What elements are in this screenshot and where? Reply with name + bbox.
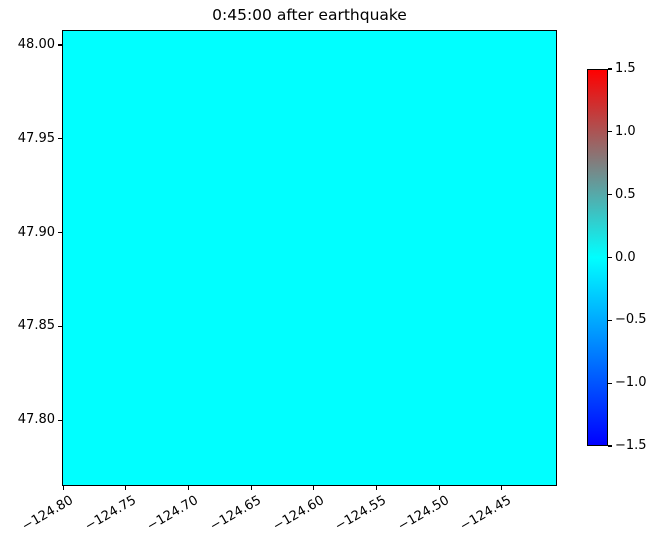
colorbar-tick-label: 1.5 xyxy=(615,61,636,76)
y-tick-label: 47.85 xyxy=(17,318,55,334)
colorbar-tick-label: 1.0 xyxy=(615,123,636,139)
y-tick-label: 47.95 xyxy=(17,130,55,146)
y-tick-label: 47.80 xyxy=(17,412,55,428)
x-tick-mark xyxy=(125,486,127,490)
x-tick-mark xyxy=(62,486,64,490)
x-tick-label: −124.75 xyxy=(82,493,139,535)
x-tick-mark xyxy=(313,486,315,490)
x-tick-label: −124.70 xyxy=(144,493,202,535)
y-tick-mark xyxy=(58,44,62,46)
colorbar-tick-label: −1.0 xyxy=(615,375,647,391)
x-tick-label: −124.80 xyxy=(19,493,76,535)
x-tick-label: −124.55 xyxy=(332,493,390,535)
colorbar-tick-mark xyxy=(608,382,612,384)
y-tick-label: 48.00 xyxy=(17,37,55,52)
x-tick-label: −124.60 xyxy=(270,493,327,535)
colorbar-tick-mark xyxy=(608,319,612,321)
x-tick-mark xyxy=(375,486,378,490)
heatmap-plot-area xyxy=(62,30,557,486)
colorbar-tick-mark xyxy=(608,194,612,196)
y-tick-mark xyxy=(58,138,62,140)
y-tick-mark xyxy=(58,232,62,234)
colorbar-tick-mark xyxy=(608,256,612,259)
y-tick-mark xyxy=(58,419,62,421)
x-tick-mark xyxy=(501,486,503,490)
colorbar-tick-mark xyxy=(608,68,612,70)
y-tick-label: 47.90 xyxy=(17,224,55,240)
colorbar-tick-label: −0.5 xyxy=(615,312,647,328)
y-tick-mark xyxy=(58,325,62,328)
x-tick-label: −124.65 xyxy=(207,493,264,535)
x-tick-mark xyxy=(438,486,440,490)
colorbar-tick-label: 0.0 xyxy=(615,249,636,265)
colorbar-tick-mark xyxy=(608,131,612,133)
colorbar-tick-label: 0.5 xyxy=(615,186,636,202)
colorbar-tick-label: −1.5 xyxy=(615,438,647,453)
colorbar xyxy=(587,69,608,446)
colorbar-tick-mark xyxy=(608,445,612,447)
x-tick-mark xyxy=(250,486,252,490)
x-tick-label: −124.50 xyxy=(395,493,452,535)
x-tick-mark xyxy=(187,486,190,490)
x-tick-label: −124.45 xyxy=(458,493,515,535)
chart-title: 0:45:00 after earthquake xyxy=(212,6,407,24)
